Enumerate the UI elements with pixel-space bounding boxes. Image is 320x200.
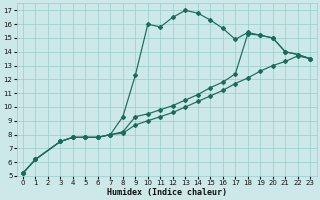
X-axis label: Humidex (Indice chaleur): Humidex (Indice chaleur) [107, 188, 227, 197]
